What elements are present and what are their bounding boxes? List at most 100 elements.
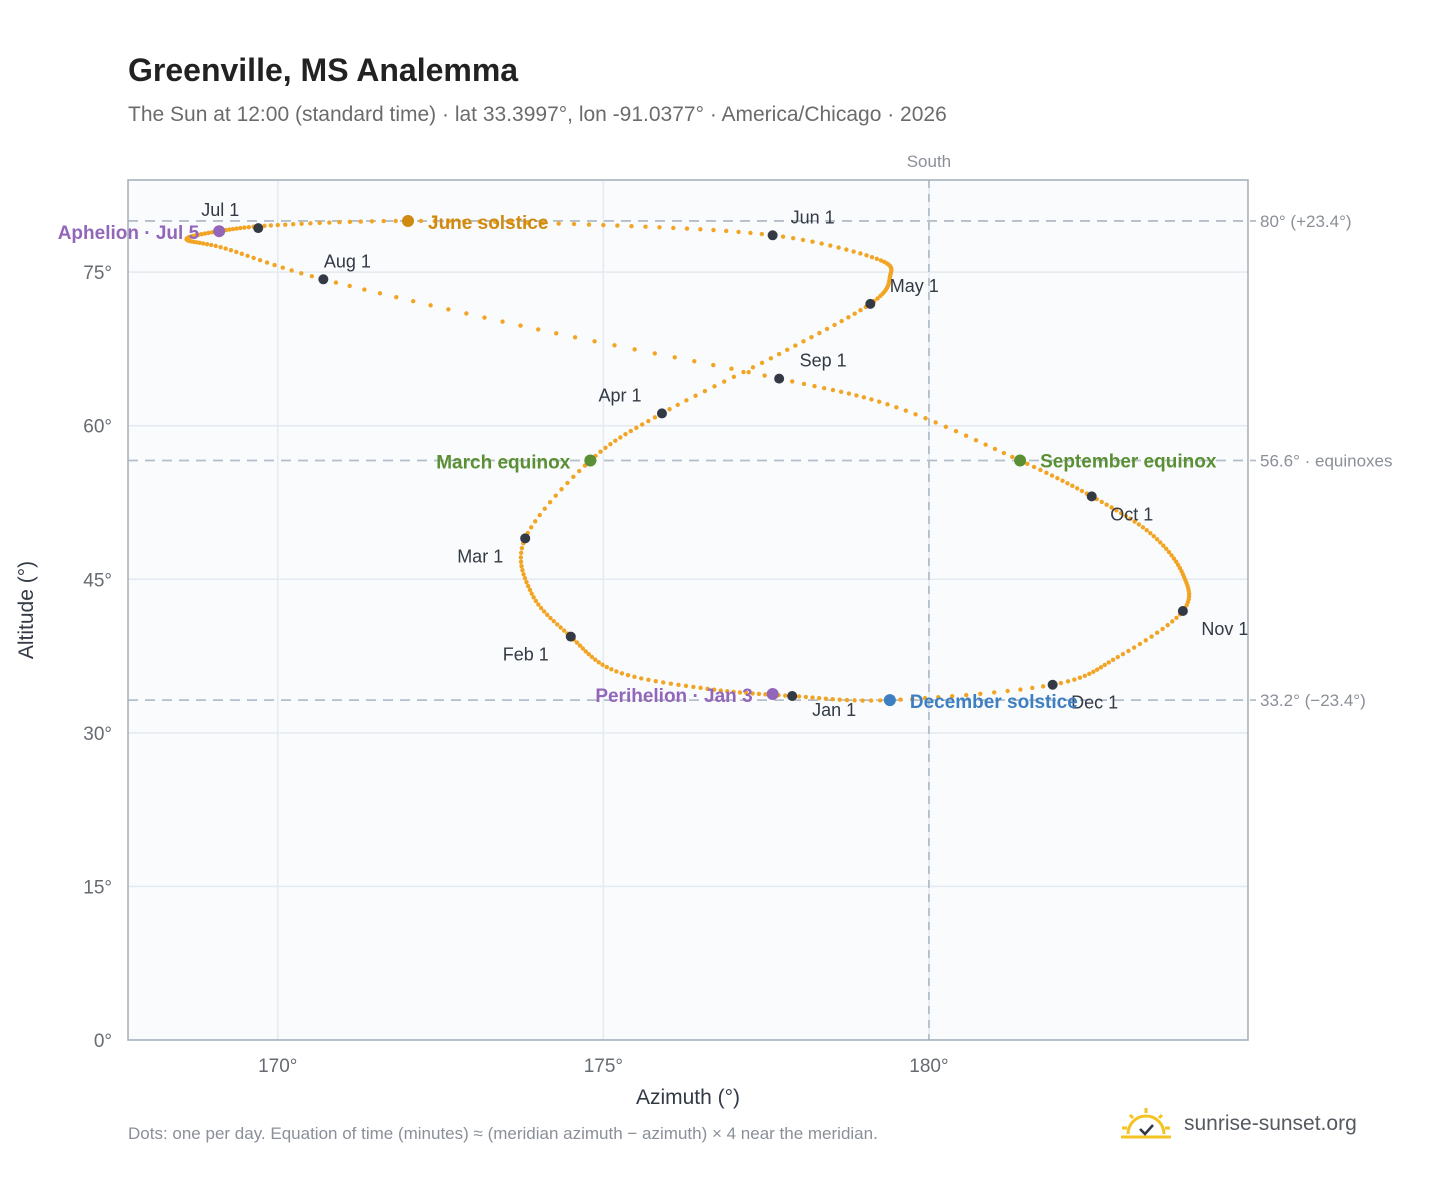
day-dot bbox=[536, 327, 541, 332]
day-dot bbox=[299, 271, 304, 276]
day-dot bbox=[684, 398, 689, 403]
day-dot bbox=[653, 679, 658, 684]
day-dot bbox=[711, 362, 716, 368]
day-dot bbox=[796, 694, 802, 699]
day-dot bbox=[864, 253, 869, 258]
brand-name: sunrise-sunset.org bbox=[1184, 1112, 1357, 1135]
day-dot bbox=[878, 258, 884, 263]
day-dot bbox=[692, 359, 697, 364]
day-dot bbox=[992, 446, 998, 452]
day-dot bbox=[208, 242, 214, 248]
day-dot bbox=[522, 576, 528, 581]
day-dot bbox=[533, 519, 538, 524]
day-dot bbox=[1070, 483, 1075, 489]
day-dot bbox=[580, 646, 586, 651]
month-marker bbox=[1047, 679, 1058, 690]
day-dot bbox=[518, 555, 524, 560]
day-dot bbox=[418, 218, 424, 224]
day-dot bbox=[1151, 534, 1156, 539]
day-dot bbox=[394, 295, 399, 300]
day-dot bbox=[1161, 543, 1166, 548]
day-dot bbox=[964, 692, 969, 698]
day-dot bbox=[518, 559, 524, 564]
day-dot bbox=[1099, 499, 1104, 505]
x-tick-label: 180° bbox=[909, 1056, 948, 1077]
day-dot bbox=[705, 686, 710, 692]
day-dot bbox=[604, 664, 609, 670]
month-marker bbox=[865, 298, 876, 309]
day-dot bbox=[308, 221, 313, 226]
day-dot bbox=[1109, 505, 1114, 510]
day-dot bbox=[725, 689, 730, 694]
day-dot bbox=[698, 227, 703, 232]
day-dot bbox=[844, 697, 850, 703]
day-dot bbox=[518, 550, 524, 556]
day-dot bbox=[545, 612, 550, 617]
day-dot bbox=[230, 226, 236, 232]
day-dot bbox=[596, 660, 601, 665]
event-marker bbox=[213, 225, 226, 238]
day-dot bbox=[711, 227, 716, 233]
day-dot bbox=[529, 591, 534, 596]
day-dot bbox=[712, 384, 717, 389]
day-dot bbox=[844, 247, 849, 252]
month-marker bbox=[1177, 606, 1188, 617]
day-dot bbox=[675, 402, 680, 408]
day-dot bbox=[1114, 508, 1119, 513]
month-marker-label: Jul 1 bbox=[201, 200, 239, 220]
month-marker-label: Feb 1 bbox=[503, 645, 549, 665]
day-dot bbox=[661, 680, 666, 685]
day-dot bbox=[238, 225, 243, 231]
day-dot bbox=[206, 230, 211, 236]
day-dot bbox=[858, 251, 863, 256]
day-dot bbox=[790, 379, 795, 384]
day-dot bbox=[702, 388, 708, 394]
day-dot bbox=[832, 322, 837, 328]
brand-logo[interactable]: sunrise-sunset.org bbox=[1120, 1104, 1357, 1144]
day-dot bbox=[973, 437, 979, 443]
day-dot bbox=[1166, 549, 1172, 555]
day-dot bbox=[936, 695, 941, 700]
axes: 0° 15° 30° 45° 60° 75° 170° 175° 180° Azimuth (°)… bbox=[15, 152, 1393, 1109]
reference-lines bbox=[128, 180, 1256, 1040]
day-dot bbox=[741, 369, 746, 375]
day-dot bbox=[589, 654, 595, 660]
day-dot bbox=[586, 652, 591, 657]
x-tick-label: 170° bbox=[258, 1056, 297, 1077]
day-dot bbox=[228, 248, 234, 253]
day-dot bbox=[1044, 470, 1049, 475]
day-dot bbox=[1128, 516, 1133, 521]
day-dot bbox=[846, 391, 852, 396]
day-dot bbox=[821, 385, 827, 391]
day-dot bbox=[619, 671, 625, 676]
day-dot bbox=[538, 605, 544, 611]
day-dot bbox=[1154, 537, 1160, 542]
day-dot bbox=[668, 681, 674, 686]
day-dot bbox=[577, 643, 583, 648]
event-marker bbox=[766, 687, 779, 700]
day-dot bbox=[531, 595, 536, 600]
day-dot bbox=[1018, 687, 1023, 692]
month-marker-label: Oct 1 bbox=[1110, 504, 1153, 524]
day-dot bbox=[234, 226, 239, 231]
day-dot bbox=[583, 649, 588, 654]
month-marker bbox=[656, 408, 667, 419]
day-dot bbox=[542, 506, 547, 511]
day-dot bbox=[1102, 662, 1107, 668]
day-dot bbox=[518, 323, 523, 328]
day-dot bbox=[239, 251, 245, 257]
day-dot bbox=[657, 225, 662, 230]
day-dot bbox=[202, 231, 208, 236]
day-dot bbox=[218, 244, 223, 250]
day-dot bbox=[816, 695, 822, 701]
day-dot bbox=[565, 480, 570, 486]
month-marker-label: Nov 1 bbox=[1201, 619, 1248, 639]
footnote: Dots: one per day. Equation of time (min… bbox=[128, 1124, 878, 1143]
day-dot bbox=[1115, 654, 1120, 660]
month-marker-label: May 1 bbox=[890, 276, 939, 296]
day-dot bbox=[817, 330, 822, 336]
day-dot bbox=[613, 438, 618, 443]
day-dot bbox=[737, 690, 743, 695]
day-dot bbox=[698, 685, 703, 691]
event-label: March equinox bbox=[436, 453, 571, 474]
